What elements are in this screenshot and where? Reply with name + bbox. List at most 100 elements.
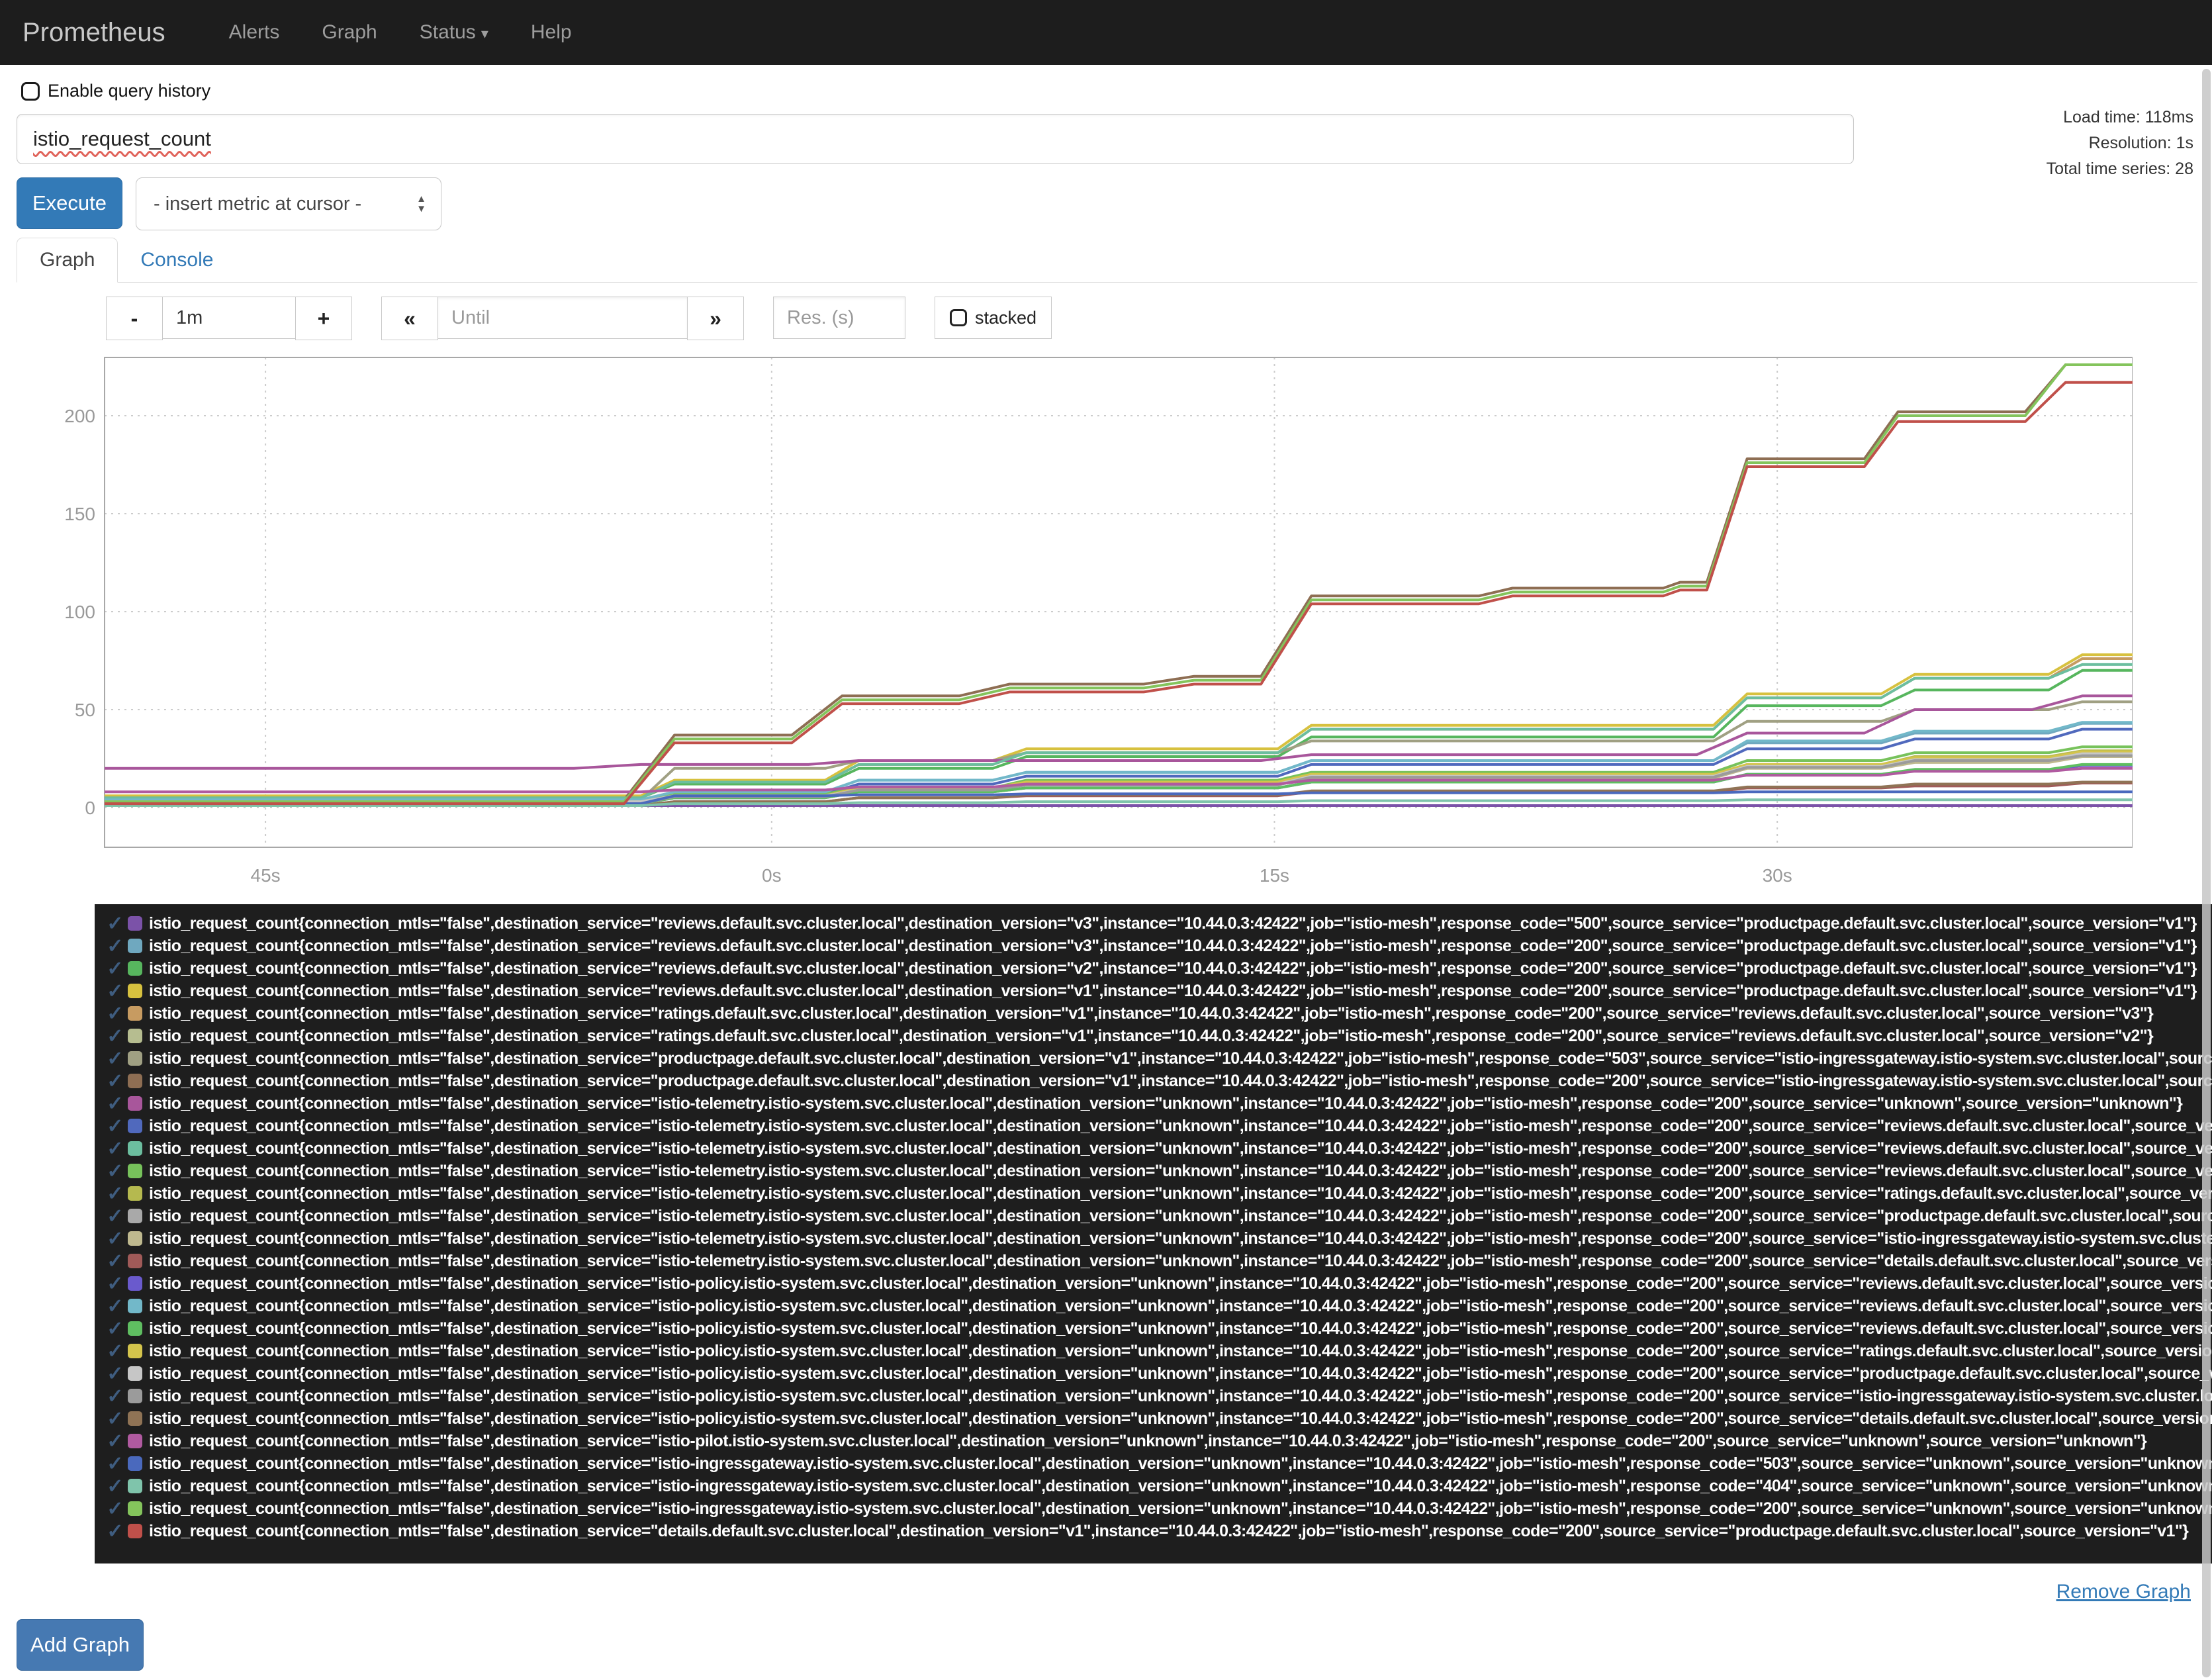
x-axis-tick-label: 15s	[1260, 865, 1289, 886]
add-graph-button[interactable]: Add Graph	[17, 1619, 144, 1671]
check-icon: ✓	[107, 912, 124, 935]
legend-row[interactable]: ✓ istio_request_count{connection_mtls="fa…	[104, 912, 2212, 935]
legend-row[interactable]: ✓ istio_request_count{connection_mtls="fa…	[104, 1452, 2212, 1475]
app-brand[interactable]: Prometheus	[23, 17, 165, 47]
chart-series-line	[105, 363, 2133, 802]
legend-row[interactable]: ✓ istio_request_count{connection_mtls="fa…	[104, 1272, 2212, 1295]
query-stats: Load time: 118ms Resolution: 1s Total ti…	[2047, 105, 2193, 182]
series-color-swatch	[128, 1096, 142, 1111]
legend-row[interactable]: ✓ istio_request_count{connection_mtls="fa…	[104, 1227, 2212, 1250]
series-color-swatch	[128, 1434, 142, 1448]
chart-series-line	[105, 790, 2133, 806]
range-input[interactable]	[162, 297, 296, 339]
legend-row[interactable]: ✓ istio_request_count{connection_mtls="fa…	[104, 1092, 2212, 1115]
legend-row[interactable]: ✓ istio_request_count{connection_mtls="fa…	[104, 1070, 2212, 1092]
y-axis-tick-label: 150	[64, 504, 95, 524]
series-color-swatch	[128, 1321, 142, 1336]
legend-row[interactable]: ✓ istio_request_count{connection_mtls="fa…	[104, 1137, 2212, 1160]
check-icon: ✓	[107, 1092, 124, 1115]
stacked-toggle[interactable]: stacked	[935, 297, 1052, 339]
load-time: Load time: 118ms	[2063, 108, 2193, 126]
legend-row[interactable]: ✓ istio_request_count{connection_mtls="fa…	[104, 1475, 2212, 1497]
check-icon: ✓	[107, 1137, 124, 1160]
series-color-swatch	[128, 961, 142, 976]
until-input[interactable]	[438, 297, 688, 339]
chart-svg: 0 50 100 150 200 45s 0s 15s 30s	[64, 357, 2133, 886]
query-history-checkbox[interactable]	[21, 81, 40, 101]
check-icon: ✓	[107, 1497, 124, 1520]
legend-row[interactable]: ✓ istio_request_count{connection_mtls="fa…	[104, 1317, 2212, 1340]
remove-graph-link[interactable]: Remove Graph	[2056, 1581, 2191, 1603]
legend-series-label: istio_request_count{connection_mtls="fal…	[149, 1431, 2147, 1450]
legend-row[interactable]: ✓ istio_request_count{connection_mtls="fa…	[104, 1250, 2212, 1272]
range-increase-button[interactable]: +	[295, 297, 352, 340]
x-axis-tick-label: 30s	[1763, 865, 1792, 886]
resolution-input[interactable]	[773, 297, 905, 339]
legend-row[interactable]: ✓ istio_request_count{connection_mtls="fa…	[104, 957, 2212, 980]
y-axis-tick-label: 200	[64, 406, 95, 426]
resolution: Resolution: 1s	[2088, 134, 2193, 152]
time-back-button[interactable]: «	[381, 297, 438, 340]
legend-row[interactable]: ✓ istio_request_count{connection_mtls="fa…	[104, 1362, 2212, 1385]
legend-row[interactable]: ✓ istio_request_count{connection_mtls="fa…	[104, 935, 2212, 957]
check-icon: ✓	[107, 1070, 124, 1092]
legend-series-label: istio_request_count{connection_mtls="fal…	[149, 1116, 2212, 1135]
legend-row[interactable]: ✓ istio_request_count{connection_mtls="fa…	[104, 1160, 2212, 1182]
legend-series-label: istio_request_count{connection_mtls="fal…	[149, 1521, 2189, 1540]
legend-row[interactable]: ✓ istio_request_count{connection_mtls="fa…	[104, 1497, 2212, 1520]
legend-row[interactable]: ✓ istio_request_count{connection_mtls="fa…	[104, 1205, 2212, 1227]
stacked-label: stacked	[975, 307, 1037, 328]
legend-row[interactable]: ✓ istio_request_count{connection_mtls="fa…	[104, 1182, 2212, 1205]
tab-graph[interactable]: Graph	[17, 238, 118, 283]
query-history-label: Enable query history	[48, 81, 211, 101]
check-icon: ✓	[107, 1250, 124, 1272]
chart[interactable]: 0 50 100 150 200 45s 0s 15s 30s	[28, 350, 2133, 911]
execute-button[interactable]: Execute	[17, 177, 122, 229]
legend-series-label: istio_request_count{connection_mtls="fal…	[149, 981, 2197, 1000]
legend-row[interactable]: ✓ istio_request_count{connection_mtls="fa…	[104, 1407, 2212, 1430]
nav-item-status[interactable]: Status ▾	[419, 21, 488, 43]
nav-item-graph[interactable]: Graph	[322, 21, 377, 43]
legend-row[interactable]: ✓ istio_request_count{connection_mtls="fa…	[104, 980, 2212, 1002]
query-text: istio_request_count	[33, 127, 211, 150]
legend-series-label: istio_request_count{connection_mtls="fal…	[149, 1139, 2212, 1158]
legend-row[interactable]: ✓ istio_request_count{connection_mtls="fa…	[104, 1025, 2212, 1047]
tab-console[interactable]: Console	[140, 249, 214, 271]
insert-metric-label: - insert metric at cursor -	[154, 193, 362, 214]
legend-series-label: istio_request_count{connection_mtls="fal…	[149, 1296, 2212, 1315]
legend-row[interactable]: ✓ istio_request_count{connection_mtls="fa…	[104, 1295, 2212, 1317]
x-axis-tick-label: 0s	[762, 865, 782, 886]
legend-row[interactable]: ✓ istio_request_count{connection_mtls="fa…	[104, 1385, 2212, 1407]
chart-series-line	[105, 694, 2133, 770]
y-axis-tick-label: 0	[85, 798, 95, 818]
x-axis-tick-label: 45s	[251, 865, 281, 886]
time-forward-button[interactable]: »	[687, 297, 744, 340]
stacked-checkbox[interactable]	[950, 309, 967, 326]
nav-item-alerts[interactable]: Alerts	[228, 21, 280, 43]
range-decrease-button[interactable]: -	[106, 297, 163, 340]
series-color-swatch	[128, 1051, 142, 1066]
legend-row[interactable]: ✓ istio_request_count{connection_mtls="fa…	[104, 1430, 2212, 1452]
nav-item-help[interactable]: Help	[530, 21, 572, 43]
query-input[interactable]: istio_request_count	[17, 114, 1854, 164]
series-color-swatch	[128, 1411, 142, 1426]
legend-series-label: istio_request_count{connection_mtls="fal…	[149, 1161, 2212, 1180]
legend-row[interactable]: ✓ istio_request_count{connection_mtls="fa…	[104, 1002, 2212, 1025]
legend-row[interactable]: ✓ istio_request_count{connection_mtls="fa…	[104, 1115, 2212, 1137]
legend-row[interactable]: ✓ istio_request_count{connection_mtls="fa…	[104, 1520, 2212, 1542]
series-color-swatch	[128, 1186, 142, 1201]
check-icon: ✓	[107, 1385, 124, 1407]
check-icon: ✓	[107, 1002, 124, 1025]
scrollbar[interactable]	[2202, 69, 2211, 1677]
legend-row[interactable]: ✓ istio_request_count{connection_mtls="fa…	[104, 1047, 2212, 1070]
legend-series-label: istio_request_count{connection_mtls="fal…	[149, 1341, 2212, 1360]
check-icon: ✓	[107, 1362, 124, 1385]
legend-series-label: istio_request_count{connection_mtls="fal…	[149, 1364, 2212, 1383]
chart-series-line	[105, 363, 2133, 804]
series-color-swatch	[128, 1029, 142, 1043]
legend-row[interactable]: ✓ istio_request_count{connection_mtls="fa…	[104, 1340, 2212, 1362]
graph-controls: - + « » stacked	[106, 297, 1052, 340]
series-color-swatch	[128, 984, 142, 998]
legend-series-label: istio_request_count{connection_mtls="fal…	[149, 1071, 2212, 1090]
insert-metric-select[interactable]: - insert metric at cursor - ▲ ▼	[136, 177, 441, 230]
